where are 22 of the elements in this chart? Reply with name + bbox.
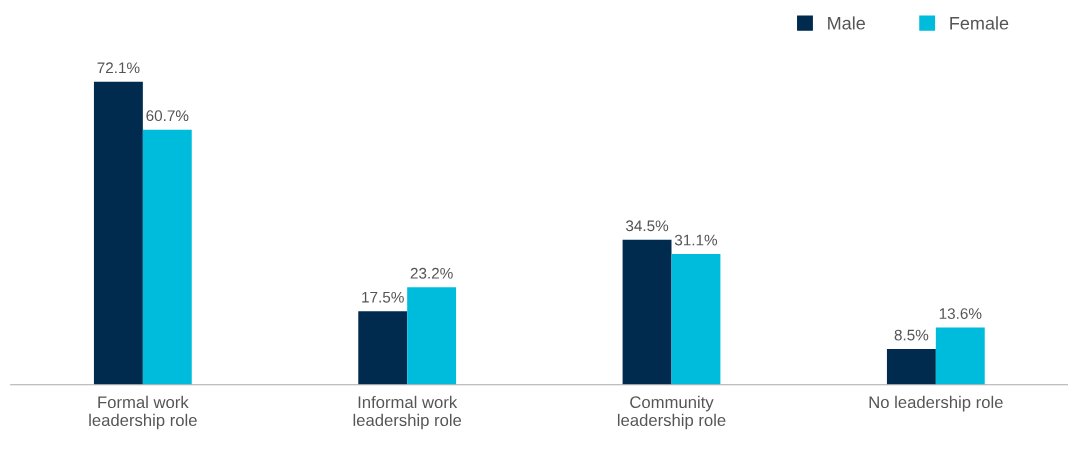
data-label: 17.5%: [362, 291, 404, 303]
bar: [622, 239, 672, 385]
data-label: 31.1%: [674, 234, 718, 246]
x-tick-label: Community leadership role: [617, 395, 726, 430]
bar: [886, 349, 936, 385]
bar: [93, 81, 143, 385]
x-tick-label: Formal work leadership role: [89, 395, 197, 430]
data-label: 34.5%: [625, 220, 669, 232]
legend-label: Female: [950, 16, 1009, 30]
data-label: 23.2%: [410, 267, 453, 279]
bar: [407, 287, 457, 385]
data-label: 72.1%: [97, 62, 140, 74]
data-label: 8.5%: [894, 329, 929, 341]
x-tick-label: No leadership role: [869, 395, 1003, 412]
bar: [142, 129, 192, 385]
data-label: 13.6%: [939, 308, 982, 320]
bar: [671, 254, 721, 385]
bar: [935, 327, 985, 385]
x-tick-label: Informal work leadership role: [353, 395, 462, 430]
data-label: 60.7%: [146, 110, 189, 122]
legend-label: Male: [828, 16, 865, 30]
bar: [358, 311, 408, 385]
